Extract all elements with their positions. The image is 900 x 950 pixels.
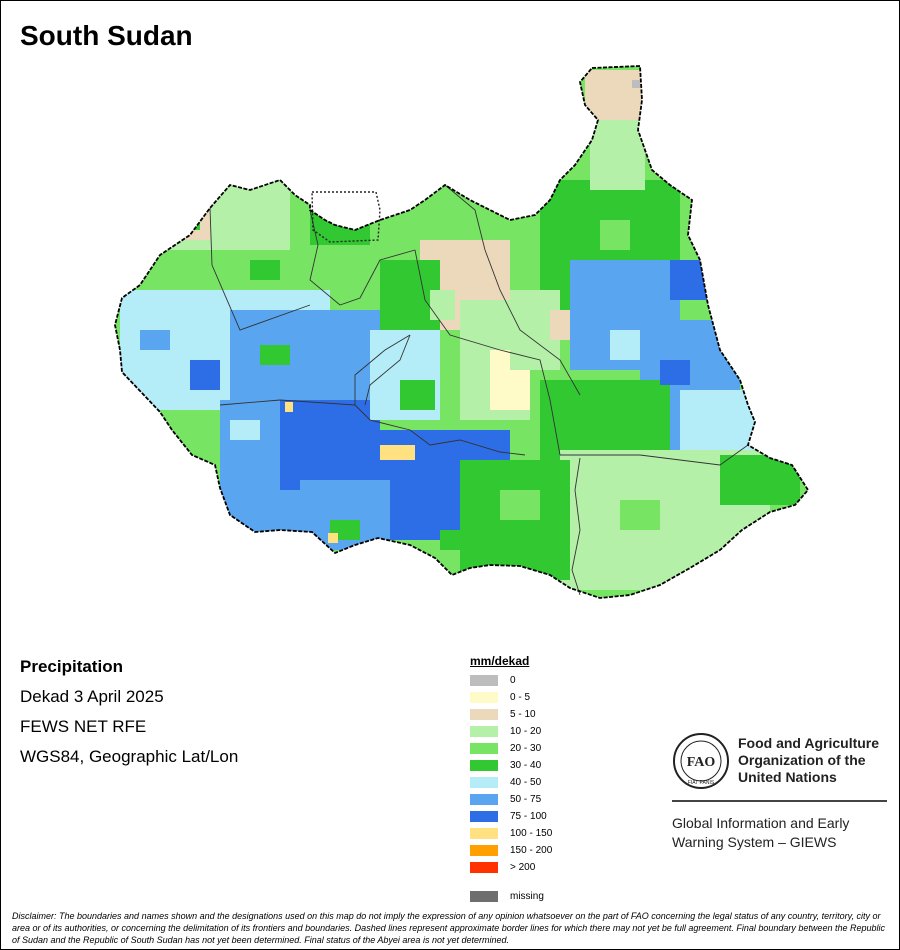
giews-line2: Warning System – GIEWS	[672, 834, 837, 850]
fao-logo-icon: FAO FIAT PANIS	[673, 733, 729, 789]
legend-row: 100 - 150	[470, 825, 552, 842]
fao-logo-text: FAO	[687, 755, 716, 770]
legend-swatch	[470, 692, 498, 703]
fao-logo-motto: FIAT PANIS	[688, 780, 715, 786]
fao-name-line3: United Nations	[738, 769, 837, 785]
legend-swatch	[470, 675, 498, 686]
legend-swatch	[470, 760, 498, 771]
legend-label-missing: missing	[510, 891, 544, 902]
legend-swatch	[470, 709, 498, 720]
legend-row-missing: missing	[470, 888, 552, 905]
legend-row: 75 - 100	[470, 808, 552, 825]
legend-swatch	[470, 862, 498, 873]
legend-label: 30 - 40	[510, 760, 542, 771]
legend-row: > 200	[470, 859, 552, 876]
legend-label: 40 - 50	[510, 777, 542, 788]
legend-swatch	[470, 828, 498, 839]
legend-row: 10 - 20	[470, 723, 552, 740]
legend-rows: 0 0 - 5 5 - 10 10 - 20 20 - 30 30 - 40 40 - 50…	[470, 672, 552, 876]
fao-name: Food and Agriculture Organization of the…	[738, 735, 900, 786]
legend-label: 20 - 30	[510, 743, 542, 754]
fao-name-line1: Food and Agriculture	[738, 735, 880, 751]
variable-heading: Precipitation	[20, 657, 123, 676]
map-legend: mm/dekad 0 0 - 5 5 - 10 10 - 20 20 - 30 30 - …	[470, 654, 552, 905]
fao-name-line2: Organization of the	[738, 752, 866, 768]
legend-label: 150 - 200	[510, 845, 553, 856]
legend-label: > 200	[510, 862, 536, 873]
legend-label: 0	[510, 675, 516, 686]
legend-row: 40 - 50	[470, 774, 552, 791]
legend-row: 30 - 40	[470, 757, 552, 774]
period-label: Dekad 3 April 2025	[20, 687, 164, 706]
legend-swatch	[470, 845, 498, 856]
legend-label: 50 - 75	[510, 794, 542, 805]
giews-line1: Global Information and Early	[672, 815, 850, 831]
legend-row: 150 - 200	[470, 842, 552, 859]
legend-swatch	[470, 811, 498, 822]
projection-label: WGS84, Geographic Lat/Lon	[20, 747, 239, 766]
legend-label: 5 - 10	[510, 709, 536, 720]
legend-row: 50 - 75	[470, 791, 552, 808]
map-info: Precipitation Dekad 3 April 2025 FEWS NE…	[20, 656, 238, 776]
legend-title: mm/dekad	[470, 654, 530, 668]
precipitation-map	[114, 65, 809, 599]
legend-row: 20 - 30	[470, 740, 552, 757]
legend-swatch-missing	[470, 891, 498, 902]
giews-name: Global Information and Early Warning Sys…	[672, 814, 892, 852]
fao-divider	[672, 800, 887, 802]
legend-label: 10 - 20	[510, 726, 542, 737]
legend-swatch	[470, 794, 498, 805]
legend-label: 75 - 100	[510, 811, 547, 822]
legend-row: 5 - 10	[470, 706, 552, 723]
legend-swatch	[470, 743, 498, 754]
source-label: FEWS NET RFE	[20, 717, 147, 736]
legend-swatch	[470, 777, 498, 788]
legend-label: 100 - 150	[510, 828, 553, 839]
map-title: South Sudan	[20, 20, 193, 51]
legend-row: 0	[470, 672, 552, 689]
legend-row: 0 - 5	[470, 689, 552, 706]
legend-swatch	[470, 726, 498, 737]
disclaimer-text: Disclaimer: The boundaries and names sho…	[12, 911, 885, 945]
legend-label: 0 - 5	[510, 692, 531, 703]
